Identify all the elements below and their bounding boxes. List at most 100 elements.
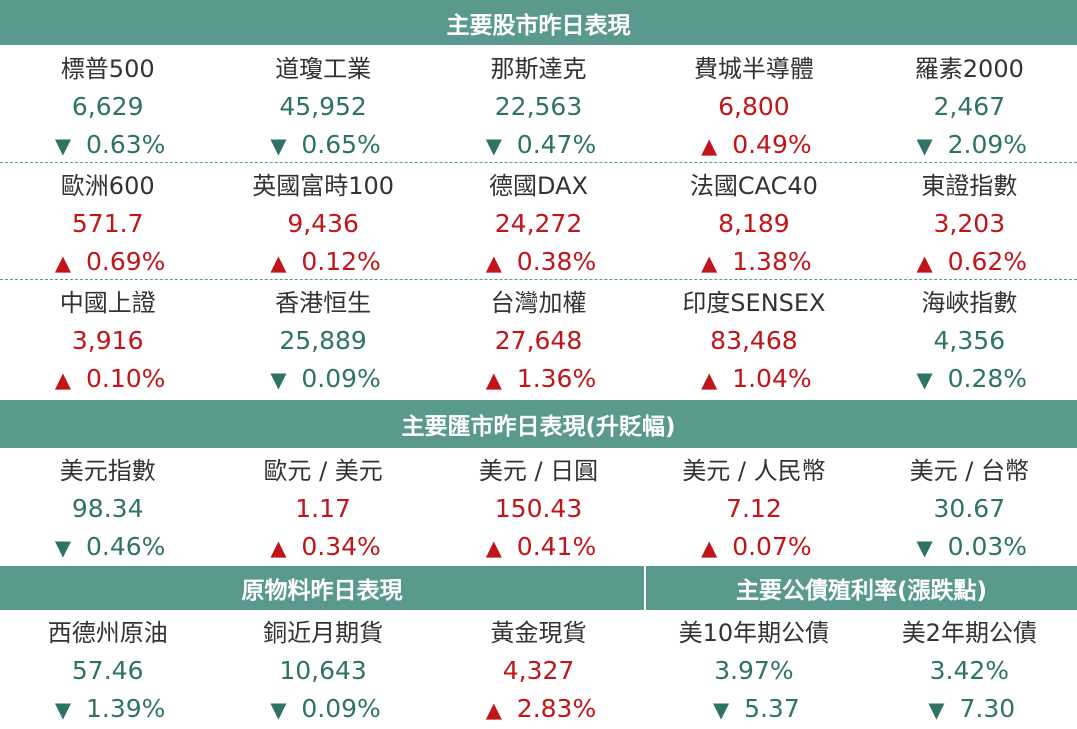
- stock-row-asia: 中國上證 3,916 ▲ 0.10% 香港恒生 25,889 ▼ 0.09% 台灣加…: [0, 279, 1077, 396]
- up-arrow-icon: ▲: [270, 251, 287, 275]
- quote-value: 45,952: [279, 92, 367, 121]
- quote-cell: 歐洲600 571.7 ▲ 0.69%: [0, 163, 215, 279]
- quote-value: 4,327: [502, 656, 575, 685]
- quote-name: 標普500: [60, 55, 155, 83]
- down-arrow-icon: ▼: [54, 134, 72, 158]
- quote-name: 銅近月期貨: [263, 619, 384, 647]
- quote-name: 黃金現貨: [490, 619, 587, 647]
- change-value: 0.49%: [732, 130, 812, 159]
- quote-name: 美2年期公債: [901, 619, 1037, 647]
- quote-change: ▼ 5.37: [708, 690, 800, 728]
- up-arrow-icon: ▲: [485, 698, 502, 722]
- up-arrow-icon: ▲: [270, 536, 287, 560]
- down-arrow-icon: ▼: [270, 698, 287, 722]
- quote-value: 98.34: [71, 494, 144, 523]
- quote-change: ▼ 0.09%: [265, 690, 381, 728]
- quote-name: 道瓊工業: [275, 55, 372, 83]
- quote-change: ▼ 2.09%: [912, 126, 1028, 164]
- fx-row: 美元指數 98.34 ▼ 0.46% 歐元 / 美元 1.17 ▲ 0.34% 美元…: [0, 448, 1077, 564]
- quote-name: 美元 / 人民幣: [682, 457, 826, 485]
- quote-value: 3.97%: [714, 656, 794, 685]
- quote-change: ▲ 1.38%: [696, 243, 812, 281]
- quote-change: ▲ 0.10%: [50, 360, 166, 398]
- change-value: 1.36%: [516, 364, 597, 393]
- stock-section-header: 主要股市昨日表現: [0, 0, 1077, 46]
- down-arrow-icon: ▼: [54, 698, 72, 722]
- quote-value: 3.42%: [929, 656, 1010, 685]
- change-value: 0.09%: [301, 694, 381, 723]
- quote-name: 費城半導體: [693, 55, 814, 83]
- quote-change: ▼ 0.65%: [265, 126, 381, 164]
- change-value: 0.41%: [516, 532, 597, 561]
- quote-value: 6,800: [718, 92, 790, 121]
- quote-change: ▲ 1.04%: [696, 360, 812, 398]
- down-arrow-icon: ▼: [916, 134, 933, 158]
- change-value: 7.30: [959, 694, 1016, 723]
- quote-value: 6,629: [71, 92, 144, 121]
- quote-name: 那斯達克: [490, 55, 587, 83]
- quote-value: 2,467: [933, 92, 1006, 121]
- quote-change: ▲ 0.07%: [696, 528, 812, 566]
- commodity-bond-headers: 原物料昨日表現 主要公債殖利率(漲跌點): [0, 566, 1077, 610]
- quote-change: ▲ 1.36%: [481, 360, 597, 398]
- change-value: 0.34%: [301, 532, 381, 561]
- change-value: 0.69%: [85, 247, 166, 276]
- quote-change: ▲ 0.41%: [481, 528, 597, 566]
- quote-cell: 西德州原油 57.46 ▼ 1.39%: [0, 610, 215, 726]
- quote-cell: 法國CAC40 8,189 ▲ 1.38%: [646, 163, 861, 279]
- down-arrow-icon: ▼: [270, 368, 287, 392]
- quote-value: 9,436: [287, 209, 359, 238]
- quote-value: 4,356: [933, 326, 1006, 355]
- quote-change: ▲ 0.34%: [265, 528, 381, 566]
- quote-name: 美10年期公債: [678, 619, 830, 647]
- quote-cell: 美元 / 日圓 150.43 ▲ 0.41%: [431, 448, 646, 564]
- quote-cell: 銅近月期貨 10,643 ▼ 0.09%: [215, 610, 430, 726]
- commodity-section-title: 原物料昨日表現: [241, 578, 403, 604]
- quote-value: 150.43: [494, 494, 583, 523]
- change-value: 2.83%: [516, 694, 597, 723]
- up-arrow-icon: ▲: [485, 251, 502, 275]
- quote-name: 美元 / 日圓: [478, 457, 599, 485]
- quote-value: 3,203: [933, 209, 1006, 238]
- change-value: 1.38%: [732, 247, 812, 276]
- quote-cell: 美元指數 98.34 ▼ 0.46%: [0, 448, 215, 564]
- quote-cell: 德國DAX 24,272 ▲ 0.38%: [431, 163, 646, 279]
- up-arrow-icon: ▲: [701, 536, 718, 560]
- quote-cell: 歐元 / 美元 1.17 ▲ 0.34%: [215, 448, 430, 564]
- quote-change: ▼ 7.30: [923, 690, 1015, 728]
- quote-change: ▲ 0.69%: [50, 243, 166, 281]
- quote-value: 27,648: [494, 326, 583, 355]
- stock-row-europe-japan: 歐洲600 571.7 ▲ 0.69% 英國富時100 9,436 ▲ 0.12% …: [0, 162, 1077, 279]
- quote-name: 西德州原油: [47, 619, 168, 647]
- quote-value: 22,563: [494, 92, 583, 121]
- quote-name: 英國富時100: [252, 172, 395, 200]
- quote-value: 8,189: [718, 209, 790, 238]
- quote-cell: 美元 / 台幣 30.67 ▼ 0.03%: [862, 448, 1077, 564]
- quote-change: ▼ 0.63%: [50, 126, 166, 164]
- quote-cell: 黃金現貨 4,327 ▲ 2.83%: [431, 610, 646, 726]
- quote-change: ▼ 0.09%: [265, 360, 381, 398]
- quote-change: ▲ 0.38%: [481, 243, 597, 281]
- change-value: 0.12%: [301, 247, 381, 276]
- quote-name: 法國CAC40: [689, 172, 818, 200]
- quote-change: ▼ 0.46%: [50, 528, 166, 566]
- quote-value: 571.7: [71, 209, 144, 238]
- quote-change: ▼ 1.39%: [50, 690, 166, 728]
- bond-section-title: 主要公債殖利率(漲跌點): [735, 578, 988, 604]
- quote-cell: 美2年期公債 3.42% ▼ 7.30: [862, 610, 1077, 726]
- up-arrow-icon: ▲: [54, 251, 72, 275]
- quote-change: ▲ 2.83%: [481, 690, 597, 728]
- quote-cell: 標普500 6,629 ▼ 0.63%: [0, 46, 215, 162]
- quote-cell: 費城半導體 6,800 ▲ 0.49%: [646, 46, 861, 162]
- quote-cell: 英國富時100 9,436 ▲ 0.12%: [215, 163, 430, 279]
- change-value: 0.65%: [301, 130, 381, 159]
- change-value: 0.62%: [947, 247, 1028, 276]
- quote-name: 海峽指數: [921, 289, 1018, 317]
- quote-value: 24,272: [494, 209, 583, 238]
- down-arrow-icon: ▼: [916, 368, 933, 392]
- bond-section-header: 主要公債殖利率(漲跌點): [646, 566, 1077, 610]
- down-arrow-icon: ▼: [916, 536, 933, 560]
- quote-name: 羅素2000: [914, 55, 1024, 83]
- quote-value: 83,468: [710, 326, 798, 355]
